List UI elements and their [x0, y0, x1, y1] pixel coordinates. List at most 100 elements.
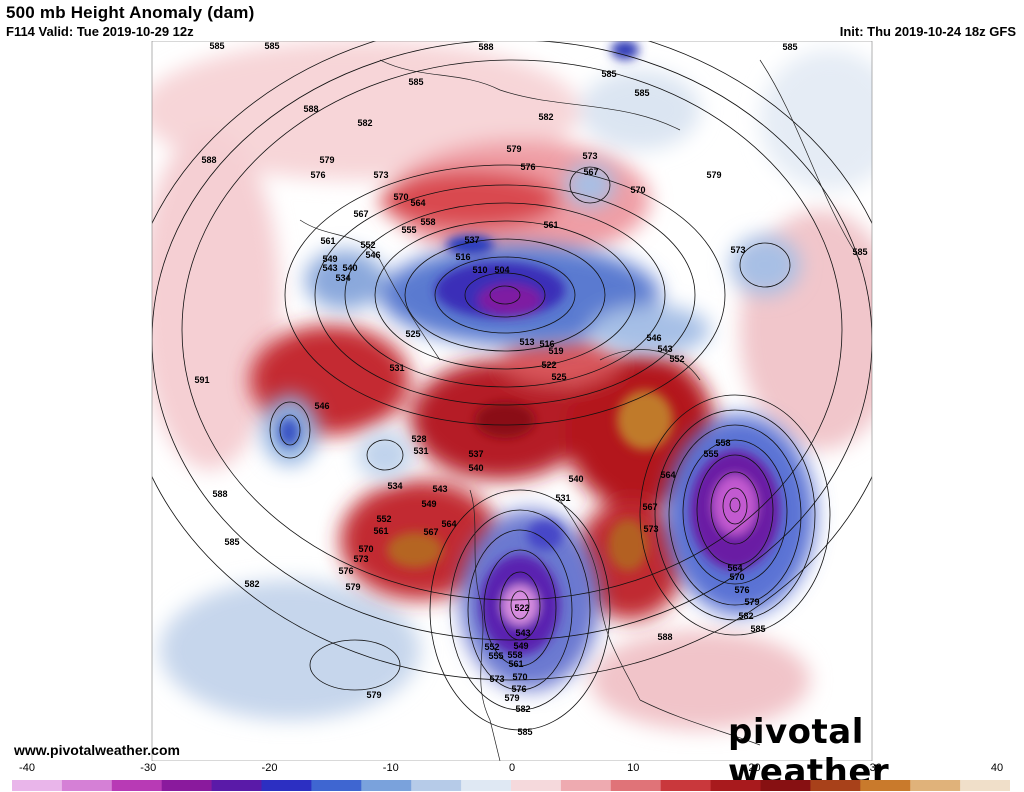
contour-label: 573	[730, 245, 745, 255]
colorbar-tick-label: 10	[627, 762, 640, 774]
contour-label: 579	[706, 170, 721, 180]
colorbar-segment	[12, 780, 63, 791]
contour-label: 585	[209, 41, 224, 51]
colorbar-segment	[910, 780, 961, 791]
contour-label: 576	[338, 566, 353, 576]
contour-label: 552	[669, 354, 684, 364]
colorbar-tick-label: 0	[508, 762, 516, 774]
coastlines	[299, 59, 861, 761]
colorbar-segment	[361, 780, 412, 791]
contour-label: 567	[423, 527, 438, 537]
contour-label: 576	[310, 170, 325, 180]
contour-label: 579	[504, 693, 519, 703]
contour-label: 537	[468, 449, 483, 459]
contour-label: 546	[314, 401, 329, 411]
anomaly-shading	[152, 41, 872, 761]
contour-label: 585	[634, 88, 649, 98]
colorbar-tick-label: -30	[140, 762, 157, 774]
map-title: 500 mb Height Anomaly (dam)	[6, 3, 255, 22]
contour-label: 516	[455, 252, 470, 262]
contour-label: 570	[358, 544, 373, 554]
contour-label: 573	[489, 674, 504, 684]
colorbar-segment	[161, 780, 213, 791]
colorbar-segment	[261, 780, 312, 791]
website-url[interactable]: www.pivotalweather.com	[14, 742, 180, 758]
contour-label: 534	[335, 273, 350, 283]
contour-label: 579	[345, 582, 360, 592]
colorbar-tick-label: -10	[382, 762, 399, 774]
contour-label: 519	[548, 346, 563, 356]
contour-label: 591	[194, 375, 209, 385]
colorbar-segment	[660, 780, 712, 791]
contour-label: 567	[583, 167, 598, 177]
contour-label: 564	[410, 198, 425, 208]
contour-label: 585	[264, 41, 279, 51]
contour-label: 576	[520, 162, 535, 172]
contour-label: 573	[353, 554, 368, 564]
colorbar-tick-label: 30	[869, 762, 882, 774]
contour-label: 585	[224, 537, 239, 547]
contour-label: 561	[508, 659, 523, 669]
contour-label: 549	[322, 254, 337, 264]
colorbar-segment	[760, 780, 811, 791]
contour-label: 588	[657, 632, 672, 642]
contour-label: 558	[507, 650, 522, 660]
colorbar-segment	[960, 780, 1010, 791]
contour-label: 567	[353, 209, 368, 219]
colorbar	[12, 780, 1010, 791]
contour-label: 588	[478, 42, 493, 52]
contour-label: 549	[421, 499, 436, 509]
colorbar-segment	[710, 780, 761, 791]
contour-label: 564	[727, 563, 742, 573]
colorbar-tick-label: -40	[19, 762, 35, 774]
colorbar-tick-label: 20	[748, 762, 761, 774]
colorbar-segment	[111, 780, 163, 791]
contour-label: 531	[555, 493, 570, 503]
contour-label: 582	[244, 579, 259, 589]
contour-label: 552	[484, 642, 499, 652]
contour-label: 585	[750, 624, 765, 634]
contour-label: 549	[513, 641, 528, 651]
contour-label: 504	[494, 265, 509, 275]
contour-label: 537	[464, 235, 479, 245]
contour-label: 543	[657, 344, 672, 354]
contour-label: 585	[782, 42, 797, 52]
contour-label: 552	[360, 240, 375, 250]
contour-label: 588	[303, 104, 318, 114]
contour-label: 531	[389, 363, 404, 373]
contour-label: 525	[405, 329, 420, 339]
contour-label: 546	[365, 250, 380, 260]
colorbar-segment	[461, 780, 512, 791]
contour-label: 573	[582, 151, 597, 161]
colorbar-tick-label: -20	[261, 762, 278, 774]
contour-label: 558	[715, 438, 730, 448]
colorbar-segment	[610, 780, 662, 791]
colorbar-segment	[211, 780, 262, 791]
contour-label: 570	[630, 185, 645, 195]
contour-label: 588	[201, 155, 216, 165]
contour-label: 564	[660, 470, 675, 480]
contour-label: 561	[373, 526, 388, 536]
height-contours	[152, 41, 872, 731]
contour-label: 531	[413, 446, 428, 456]
contour-label: 516	[539, 339, 554, 349]
contour-label: 522	[514, 603, 529, 613]
contour-label: 510	[472, 265, 487, 275]
colorbar-segment	[311, 780, 362, 791]
contour-label: 570	[512, 672, 527, 682]
contour-label: 579	[506, 144, 521, 154]
contour-label: 525	[551, 372, 566, 382]
contour-label: 555	[488, 651, 503, 661]
contour-label: 555	[703, 449, 718, 459]
contour-label: 558	[420, 217, 435, 227]
contour-label: 582	[515, 704, 530, 714]
contour-label: 585	[852, 247, 867, 257]
contour-label: 555	[401, 225, 416, 235]
contour-label: 528	[411, 434, 426, 444]
contour-label: 579	[744, 597, 759, 607]
contour-label: 543	[432, 484, 447, 494]
contour-label: 585	[408, 77, 423, 87]
init-time: Init: Thu 2019-10-24 18z GFS	[839, 24, 1016, 39]
